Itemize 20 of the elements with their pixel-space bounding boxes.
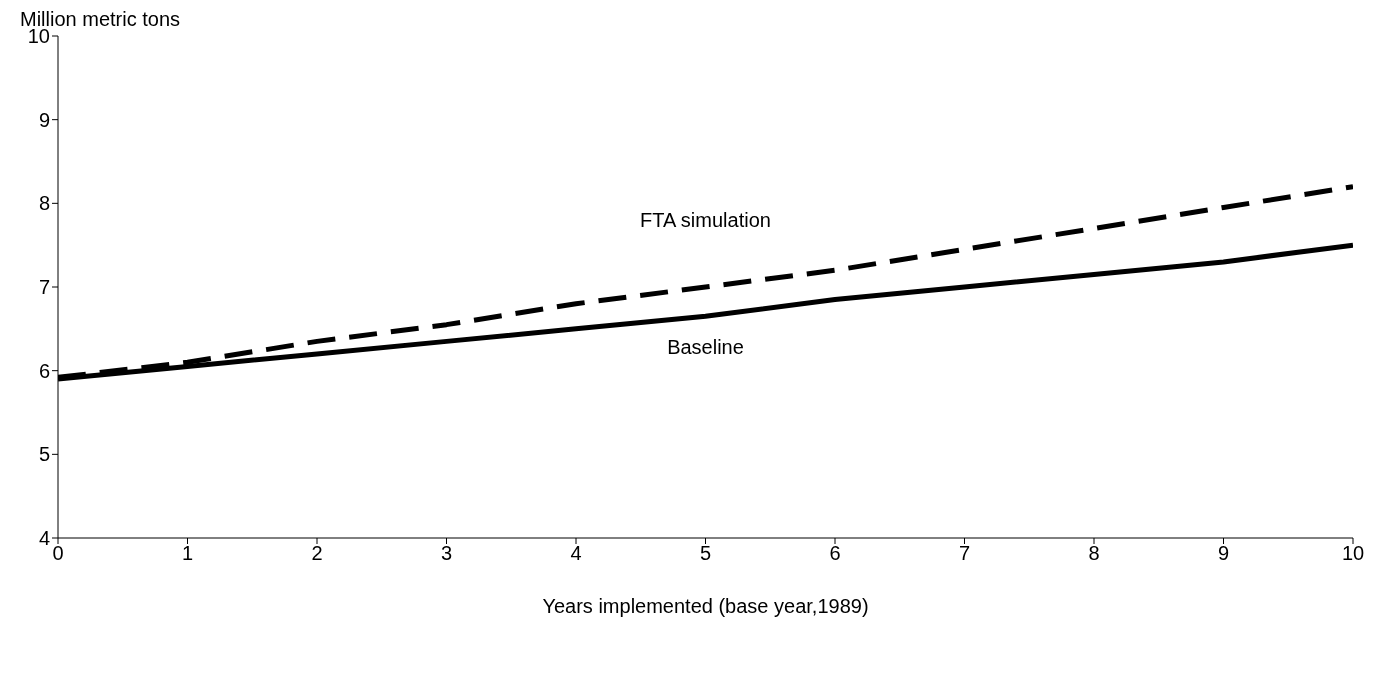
x-tick-label: 7 <box>958 542 971 565</box>
x-tick-label: 9 <box>1217 542 1230 565</box>
x-tick-label: 4 <box>570 542 582 565</box>
x-tick-label: 0 <box>52 542 64 565</box>
x-tick-label: 2 <box>311 542 323 565</box>
x-tick-label: 6 <box>829 542 841 565</box>
y-tick-label: 5 <box>38 443 50 466</box>
y-tick-label: 8 <box>38 192 50 215</box>
x-tick-label: 5 <box>699 542 712 565</box>
x-axis-title: Years implemented (base year,1989) <box>542 595 869 617</box>
y-tick-label: 4 <box>38 527 50 550</box>
text: FTA simulation <box>640 209 771 231</box>
x-tick-label: 10 <box>1341 542 1365 565</box>
x-tick-label: 3 <box>440 542 453 565</box>
y-tick-label: 7 <box>38 276 50 299</box>
y-tick-label: 9 <box>38 108 50 131</box>
x-tick-label: 8 <box>1088 542 1100 565</box>
x-tick-label: 1 <box>181 542 194 565</box>
y-tick-label: 6 <box>38 359 50 382</box>
series-label: Baseline <box>667 336 744 359</box>
